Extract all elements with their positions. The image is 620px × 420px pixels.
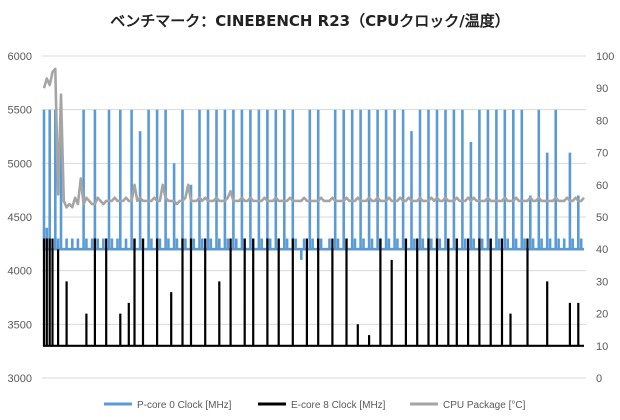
y2-tick-label: 20: [596, 309, 608, 321]
y2-tick-label: 0: [596, 373, 602, 385]
y2-tick-label: 70: [596, 148, 608, 160]
legend-label: P-core 0 Clock [MHz]: [137, 400, 232, 411]
series-line-cpu-package-temp: [42, 67, 585, 209]
y2-tick-label: 40: [596, 244, 608, 256]
series-line-p-core-0-clock: [42, 109, 584, 260]
plot-area: [42, 67, 585, 347]
y-tick-label: 5500: [8, 105, 32, 117]
y-tick-label: 5000: [8, 158, 32, 170]
y2-tick-label: 60: [596, 180, 608, 192]
legend-label: CPU Package [°C]: [443, 400, 526, 411]
y-tick-label: 6000: [8, 51, 32, 63]
y2-tick-label: 10: [596, 341, 608, 353]
y2-tick-label: 50: [596, 212, 608, 224]
y2-tick-label: 30: [596, 276, 608, 288]
y-tick-label: 3500: [8, 319, 32, 331]
y-tick-label: 4500: [8, 212, 32, 224]
legend-label: E-core 8 Clock [MHz]: [291, 400, 386, 411]
y-tick-label: 4000: [8, 266, 32, 278]
chart-title: ベンチマーク：CINEBENCH R23（CPUクロック/温度）: [110, 12, 510, 30]
y2-tick-label: 80: [596, 115, 608, 127]
y2-tick-label: 100: [596, 51, 614, 63]
y-axis-left-ticks: 6000 5500 5000 4500 4000 3500 3000: [8, 51, 32, 385]
series-line-e-core-8-clock: [42, 238, 584, 347]
legend: P-core 0 Clock [MHz] E-core 8 Clock [MHz]…: [104, 400, 526, 411]
y-tick-label: 3000: [8, 373, 32, 385]
y2-tick-label: 90: [596, 83, 608, 95]
